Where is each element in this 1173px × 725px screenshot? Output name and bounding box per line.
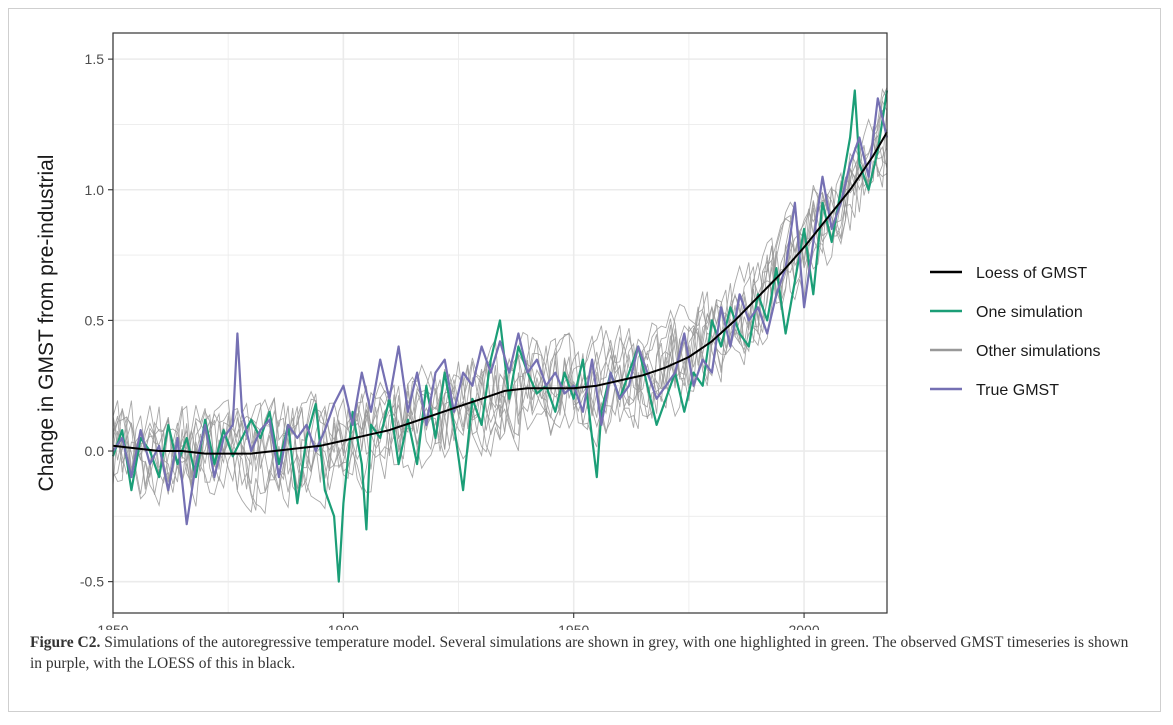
legend-label: Loess of GMST xyxy=(976,265,1087,282)
axes: -0.5 0.0 0.5 1.0 1.5 1850 1900 1950 2000 xyxy=(80,51,820,630)
legend: Loess of GMST One simulation Other simulat… xyxy=(930,265,1101,399)
other-simulation-line xyxy=(112,138,888,508)
y-tick-label: 0.5 xyxy=(85,312,105,328)
other-simulation-line xyxy=(112,99,888,510)
legend-label: Other simulations xyxy=(976,343,1101,360)
one-simulation-line xyxy=(111,89,889,583)
gmst-simulation-chart: -0.5 0.0 0.5 1.0 1.5 1850 1900 1950 2000 Change … xyxy=(35,32,1101,630)
caption-text: Simulations of the autoregressive temper… xyxy=(30,634,1129,672)
y-tick-label: 1.0 xyxy=(85,182,105,198)
other-simulation-line xyxy=(112,126,888,493)
x-tick-label: 1850 xyxy=(97,622,128,630)
loess-line xyxy=(112,131,888,455)
x-tick-label: 1950 xyxy=(558,622,589,630)
other-simulation-line xyxy=(112,141,888,496)
panel-border xyxy=(112,32,888,614)
y-tick-label: 1.5 xyxy=(85,51,105,67)
series-lines xyxy=(111,89,889,583)
figure-caption: Figure C2. Simulations of the autoregres… xyxy=(30,632,1140,674)
x-tick-label: 1900 xyxy=(328,622,359,630)
y-tick-label: 0.0 xyxy=(85,443,105,459)
true-gmst-line xyxy=(112,97,889,526)
y-tick-label: -0.5 xyxy=(80,574,104,590)
y-axis-title: Change in GMST from pre-industrial xyxy=(35,155,58,492)
x-tick-label: 2000 xyxy=(788,622,819,630)
legend-label: True GMST xyxy=(976,382,1059,399)
caption-label: Figure C2. xyxy=(30,634,101,651)
legend-label: One simulation xyxy=(976,304,1083,321)
